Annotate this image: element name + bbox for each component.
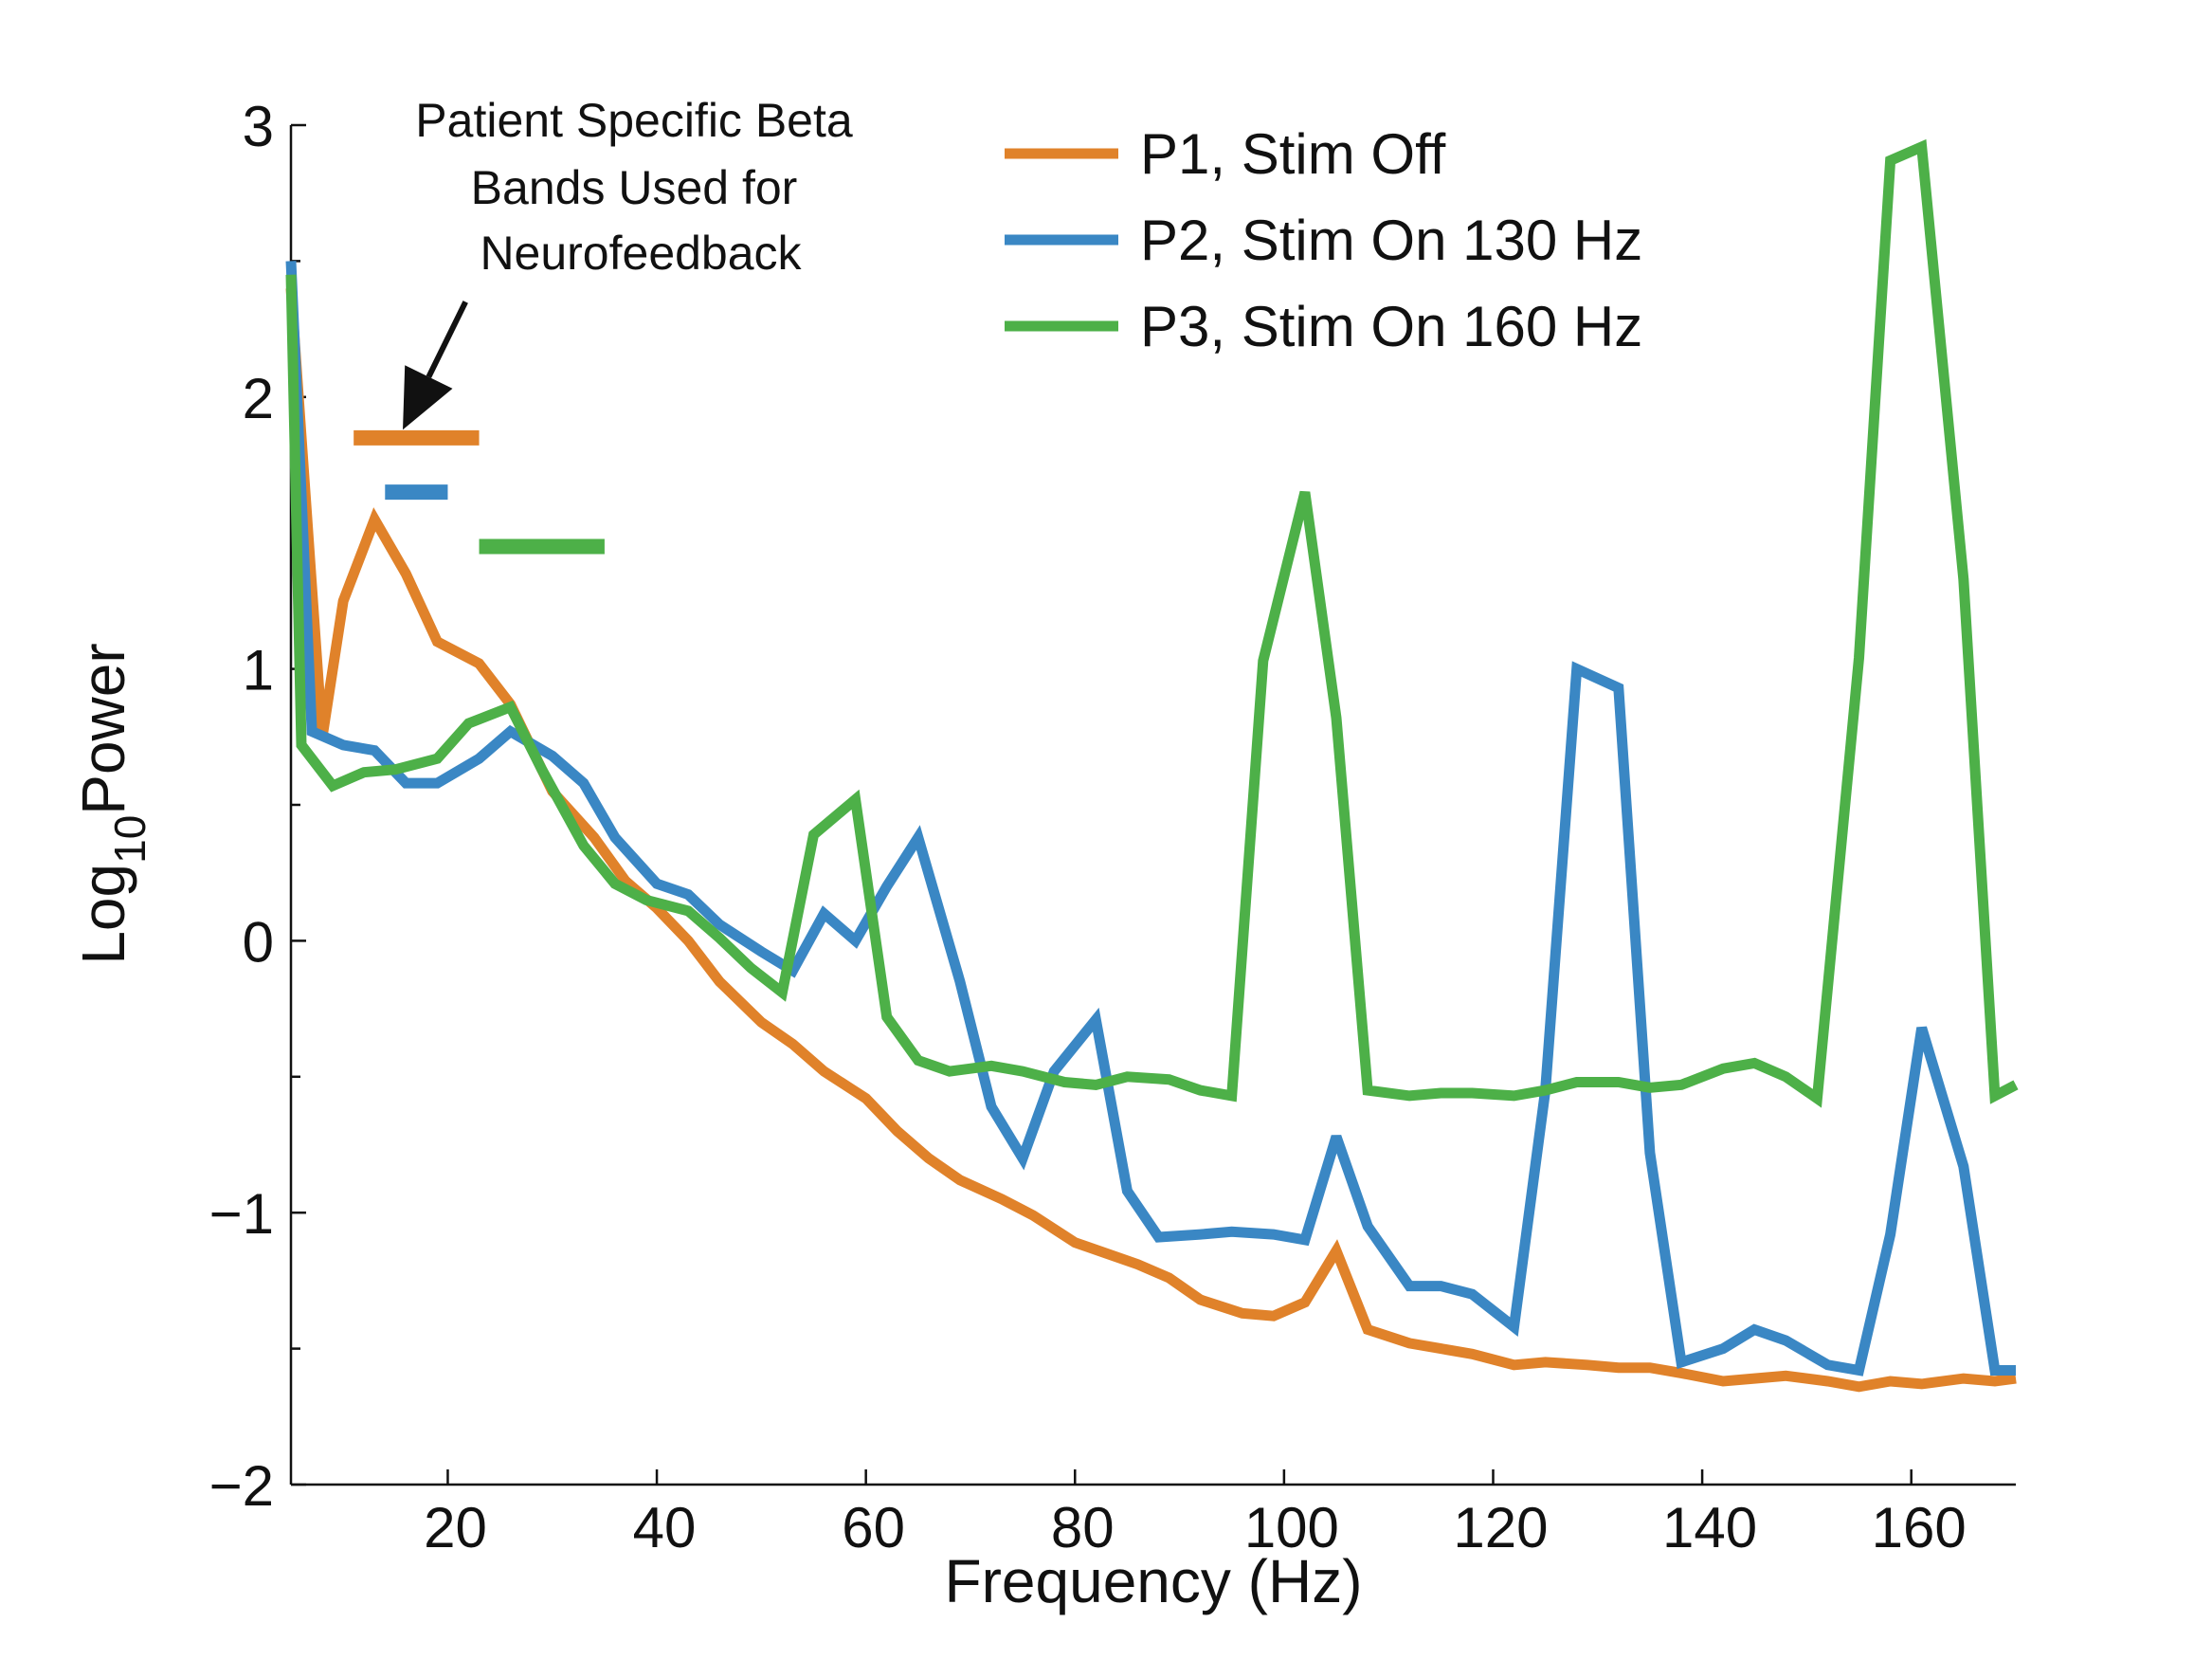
legend-label-p1: P1, Stim Off [1140, 122, 1446, 186]
y-axis-label-subscript: 10 [105, 815, 154, 864]
legend-label-p2: P2, Stim On 130 Hz [1140, 209, 1642, 272]
y-tick-label: 3 [243, 95, 274, 158]
series-line-p2 [285, 261, 2016, 1376]
legend: P1, Stim Off P2, Stim On 130 Hz P3, Stim O… [1005, 122, 1642, 358]
y-tick-label: −2 [209, 1454, 274, 1518]
series-lines [285, 138, 2019, 1393]
series-line-p3 [285, 138, 2019, 1108]
x-tick-label: 80 [1051, 1496, 1115, 1559]
annotation-line-3: Neurofeedback [480, 227, 802, 280]
x-tick-label: 40 [633, 1496, 697, 1559]
x-tick-label: 100 [1244, 1496, 1339, 1559]
x-tick-label: 120 [1453, 1496, 1548, 1559]
annotation-line-2: Bands Used for [471, 161, 798, 214]
axes: −2 −1 0 1 2 3 20 40 60 80 100 120 140 160 [209, 95, 2016, 1559]
legend-label-p3: P3, Stim On 160 Hz [1140, 295, 1642, 358]
annotation-arrow [403, 301, 468, 430]
y-axis-label: Log10Power [69, 643, 154, 964]
beta-band-bars [354, 429, 605, 555]
series-line-p1 [285, 287, 2017, 1393]
x-tick-label: 20 [424, 1496, 487, 1559]
y-tick-label: −1 [209, 1182, 274, 1246]
arrow-head [403, 365, 453, 430]
annotation-line-1: Patient Specific Beta [415, 94, 853, 147]
y-ticks: −2 −1 0 1 2 3 [209, 95, 306, 1518]
arrow-shaft [426, 301, 468, 378]
x-axis-label: Frequency (Hz) [945, 1547, 1363, 1615]
x-tick-label: 160 [1872, 1496, 1967, 1559]
x-tick-label: 60 [842, 1496, 905, 1559]
y-axis-label-suffix: Power [69, 643, 137, 814]
beta-band-annotation: Patient Specific Beta Bands Used for Neu… [403, 94, 853, 430]
x-tick-label: 140 [1662, 1496, 1757, 1559]
x-ticks: 20 40 60 80 100 120 140 160 [424, 1469, 1967, 1559]
y-axis-label-prefix: Log [69, 864, 137, 965]
y-tick-label: 2 [243, 367, 274, 430]
y-tick-label: 1 [243, 639, 274, 702]
y-tick-label: 0 [243, 910, 274, 974]
